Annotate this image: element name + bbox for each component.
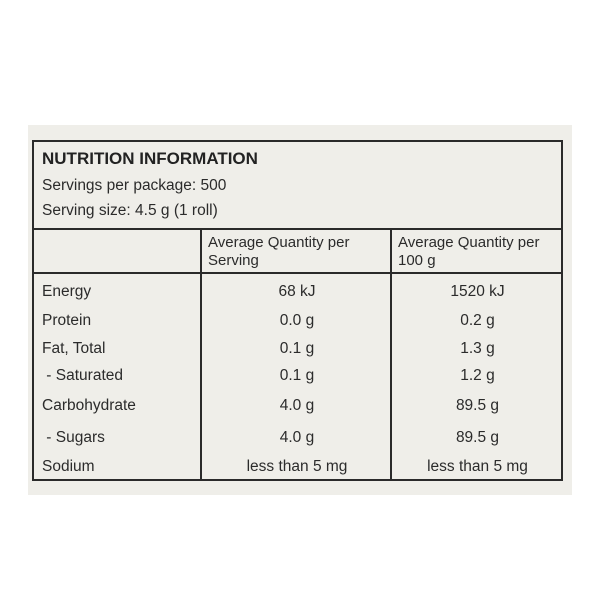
column-header: Average Quantity per Serving <box>208 234 350 269</box>
nutrient-value: 1.2 g <box>460 367 495 384</box>
nutrient-name: Fat, Total <box>42 340 106 357</box>
nutrient-value: 89.5 g <box>455 397 500 414</box>
column-rule <box>390 228 392 479</box>
nutrient-value: 89.5 g <box>455 429 500 446</box>
servings: Servings per package: 500 <box>42 177 227 194</box>
column-rule <box>200 228 202 479</box>
rule <box>34 272 561 274</box>
label-paper <box>28 125 572 495</box>
serving-size: Serving size: 4.5 g (1 roll) <box>42 202 218 219</box>
nutrient-value: 1520 kJ <box>450 283 505 300</box>
nutrient-value: 0.1 g <box>279 367 315 384</box>
nutrient-name: Protein <box>42 312 92 329</box>
nutrient-name: Carbohydrate <box>42 397 136 414</box>
nutrient-value: 0.2 g <box>460 312 495 329</box>
nutrient-name: Sodium <box>42 458 95 475</box>
nutrition-panel: NUTRITION INFORMATION Servings per packa… <box>32 140 563 481</box>
title: NUTRITION INFORMATION <box>42 149 258 168</box>
nutrient-value: 4.0 g <box>279 397 315 414</box>
nutrient-value: less than 5 mg <box>246 458 348 475</box>
nutrient-name: - Sugars <box>42 429 105 446</box>
column-header: Average Quantity per 100 g <box>398 234 540 269</box>
rule <box>34 228 561 230</box>
nutrient-value: 68 kJ <box>278 283 316 300</box>
nutrient-value: 0.0 g <box>279 312 315 329</box>
nutrient-value: 0.1 g <box>279 340 315 357</box>
nutrient-name: Energy <box>42 283 92 300</box>
nutrient-value: less than 5 mg <box>427 458 528 475</box>
nutrient-name: - Saturated <box>42 367 123 384</box>
nutrient-value: 1.3 g <box>460 340 495 357</box>
nutrient-value: 4.0 g <box>279 429 315 446</box>
